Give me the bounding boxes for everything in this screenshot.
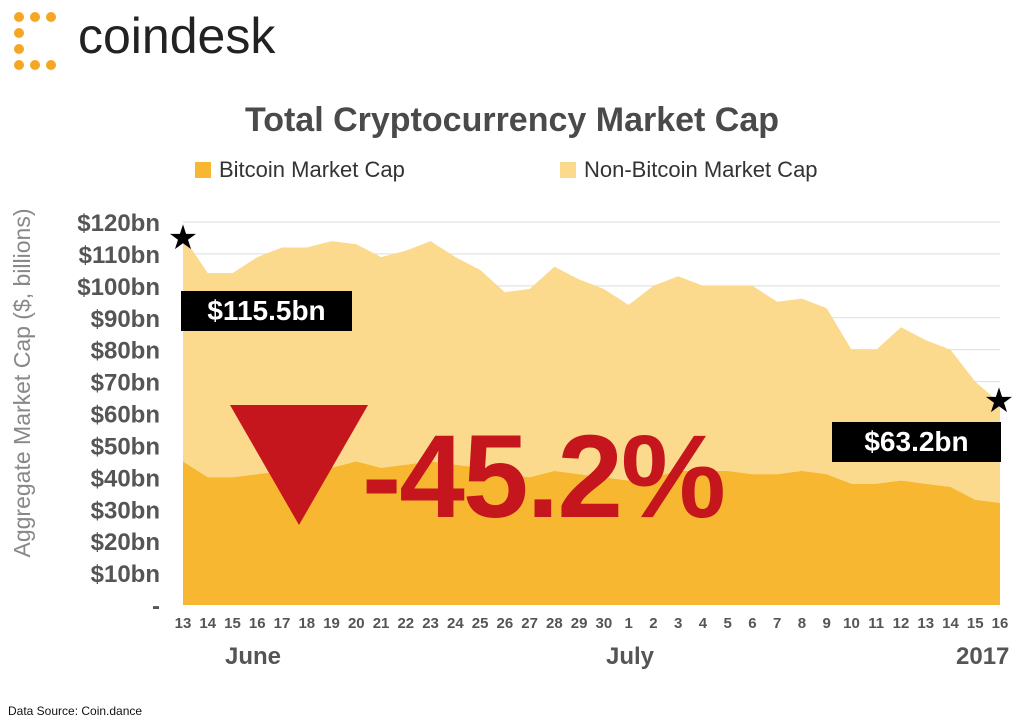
y-tick-label: $80bn	[91, 338, 160, 365]
y-tick-label: $30bn	[91, 497, 160, 524]
star-icon-start: ★	[168, 218, 198, 258]
legend-swatch-non-bitcoin	[560, 162, 576, 178]
percent-change: -45.2%	[362, 411, 726, 543]
x-tick-label: 18	[298, 615, 315, 632]
x-tick-label: 16	[992, 615, 1009, 632]
legend-item-non-bitcoin: Non-Bitcoin Market Cap	[560, 155, 818, 185]
x-tick-label: 13	[917, 615, 934, 632]
legend-swatch-bitcoin	[195, 162, 211, 178]
area-series-non-bitcoin	[183, 236, 1000, 503]
x-tick-label: 8	[798, 615, 806, 632]
brand-name: coindesk	[78, 8, 276, 64]
month-label-july: July	[606, 643, 655, 670]
star-icon-end: ★	[984, 381, 1014, 421]
legend-item-bitcoin: Bitcoin Market Cap	[195, 155, 405, 185]
x-tick-label: 24	[447, 615, 464, 632]
x-tick-label: 29	[571, 615, 588, 632]
x-tick-label: 6	[748, 615, 756, 632]
x-tick-label: 30	[596, 615, 613, 632]
y-tick-label: $50bn	[91, 433, 160, 460]
x-tick-label: 13	[175, 615, 192, 632]
y-tick-label: $120bn	[77, 210, 160, 237]
x-tick-label: 14	[942, 615, 959, 632]
area-series-bitcoin	[183, 461, 1000, 605]
x-tick-label: 25	[472, 615, 489, 632]
y-tick-label: $10bn	[91, 561, 160, 588]
y-tick-label: $20bn	[91, 529, 160, 556]
x-tick-label: 14	[199, 615, 216, 632]
coindesk-logo-icon	[14, 12, 56, 70]
x-tick-label: 23	[422, 615, 439, 632]
x-tick-label: 11	[868, 615, 884, 632]
y-tick-label: $100bn	[77, 274, 160, 301]
x-tick-label: 19	[323, 615, 340, 632]
x-tick-label: 26	[497, 615, 514, 632]
x-tick-label: 3	[674, 615, 682, 632]
month-label-june: June	[225, 643, 282, 670]
x-tick-label: 22	[397, 615, 414, 632]
start-value-badge: $115.5bn	[181, 291, 352, 331]
legend-label-non-bitcoin: Non-Bitcoin Market Cap	[584, 157, 818, 182]
y-tick-label: $70bn	[91, 370, 160, 397]
x-tick-label: 10	[843, 615, 860, 632]
y-tick-label: $90bn	[91, 306, 160, 333]
x-tick-label: 20	[348, 615, 365, 632]
end-value-badge: $63.2bn	[832, 422, 1001, 462]
data-source-note: Data Source: Coin.dance	[8, 704, 143, 718]
x-tick-label: 21	[373, 615, 390, 632]
x-tick-label: 2	[649, 615, 657, 632]
y-tick-label: $40bn	[91, 465, 160, 492]
y-tick-label: -	[152, 593, 160, 620]
down-arrow-icon	[230, 405, 368, 525]
x-tick-label: 17	[274, 615, 291, 632]
x-tick-label: 7	[773, 615, 781, 632]
year-label: 2017	[956, 643, 1010, 670]
y-tick-label: $110bn	[79, 242, 160, 269]
x-tick-label: 4	[699, 615, 708, 632]
x-tick-label: 1	[624, 615, 632, 632]
y-tick-labels: - $10bn $20bn $30bn $40bn $50bn $60bn $70bn $80b…	[77, 210, 160, 620]
x-tick-label: 16	[249, 615, 266, 632]
x-tick-label: 27	[521, 615, 538, 632]
x-tick-label: 9	[823, 615, 831, 632]
y-tick-label: $60bn	[91, 402, 160, 429]
x-tick-label: 15	[224, 615, 241, 632]
legend-label-bitcoin: Bitcoin Market Cap	[219, 157, 405, 182]
x-tick-labels: 13 14 15 16 17 18 19 20 21 22 23 24 25 26 27 28 29 30 1 2 3 4…	[175, 615, 1009, 632]
x-tick-label: 28	[546, 615, 563, 632]
area-layer	[183, 236, 1000, 605]
x-tick-label: 12	[893, 615, 910, 632]
x-tick-label: 15	[967, 615, 984, 632]
x-tick-label: 5	[723, 615, 731, 632]
chart-title: Total Cryptocurrency Market Cap	[244, 101, 780, 139]
